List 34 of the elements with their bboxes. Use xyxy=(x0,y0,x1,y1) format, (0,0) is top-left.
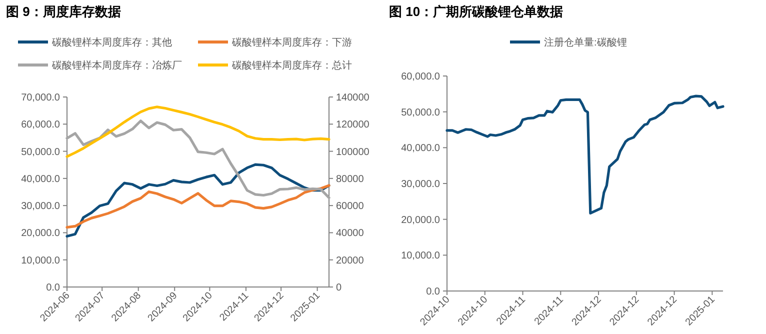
y-tick-label: 60,000.0 xyxy=(21,120,60,131)
chart-title: 图 9：周度库存数据 xyxy=(6,4,121,19)
y-tick-label: 10,000.0 xyxy=(21,255,60,266)
y-tick-label: 50,000.0 xyxy=(401,107,440,118)
y-tick-label: 20,000.0 xyxy=(401,214,440,226)
legend-label: 碳酸锂样本周度库存：冶炼厂 xyxy=(51,60,182,72)
y-tick-label: 0.0 xyxy=(46,282,60,294)
line-series xyxy=(66,120,330,199)
y2-tick-label: 120000 xyxy=(336,120,370,131)
y2-tick-label: 40000 xyxy=(336,228,364,240)
legend-label: 碳酸锂样本周度库存：总计 xyxy=(231,60,352,72)
chart-title: 图 10：广期所碳酸锂仓单数据 xyxy=(389,4,564,19)
legend-label: 碳酸锂样本周度库存：下游 xyxy=(231,36,352,48)
y2-tick-label: 140000 xyxy=(336,92,370,104)
y-tick-label: 30,000.0 xyxy=(21,201,60,212)
y2-tick-label: 80000 xyxy=(336,174,364,185)
y2-tick-label: 20000 xyxy=(336,255,364,266)
line-series xyxy=(66,184,330,229)
y-tick-label: 50,000.0 xyxy=(21,146,60,158)
line-series xyxy=(446,94,724,215)
y-tick-label: 60,000.0 xyxy=(401,72,440,82)
y-tick-label: 0.0 xyxy=(426,286,440,298)
legend-label: 注册仓单量:碳酸锂 xyxy=(544,36,627,48)
legend-label: 碳酸锂样本周度库存：其他 xyxy=(51,36,172,48)
y2-tick-label: 100000 xyxy=(336,146,370,158)
y-tick-label: 40,000.0 xyxy=(401,143,440,154)
y-tick-label: 30,000.0 xyxy=(401,179,440,190)
y-tick-label: 20,000.0 xyxy=(21,228,60,240)
y-tick-label: 10,000.0 xyxy=(401,250,440,262)
y2-tick-label: 60000 xyxy=(336,201,364,212)
y-tick-label: 70,000.0 xyxy=(21,92,60,104)
y2-tick-label: 0 xyxy=(336,282,342,294)
line-series xyxy=(66,106,330,158)
y-tick-label: 40,000.0 xyxy=(21,174,60,185)
